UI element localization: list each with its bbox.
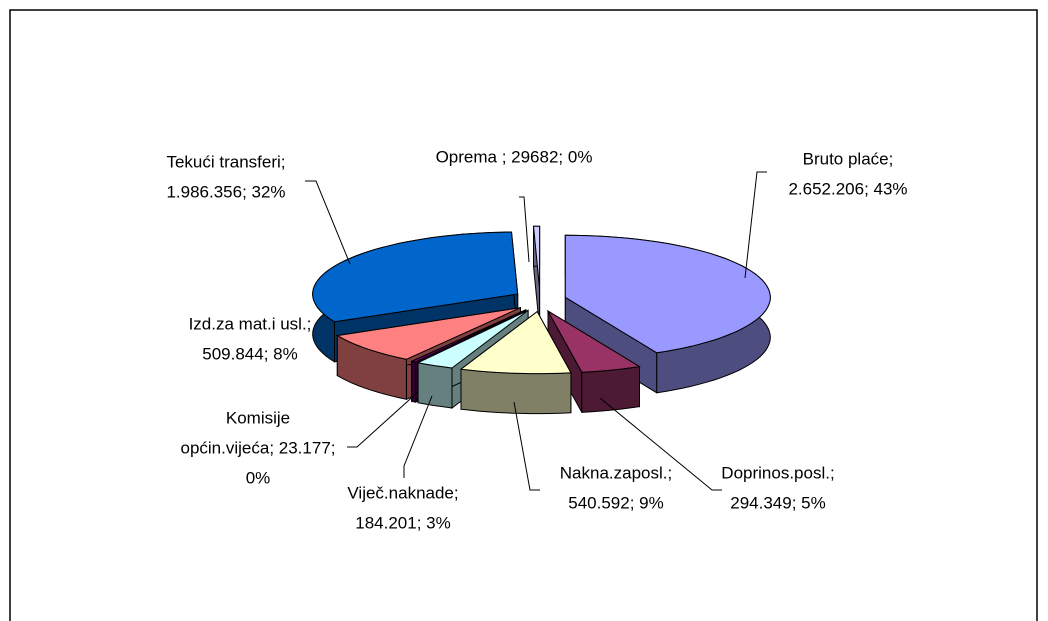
data-label: Oprema ; 29682; 0% (436, 147, 593, 166)
slice-wall (581, 366, 640, 413)
slice-top (410, 309, 527, 363)
leader-line (744, 171, 767, 279)
data-label: Tekući transferi; (166, 152, 285, 171)
leader-line (519, 196, 530, 263)
data-label: 294.349; 5% (730, 493, 825, 512)
slice-top (312, 231, 519, 323)
slice-top (564, 234, 771, 354)
leader-line (403, 395, 433, 478)
data-label: 509.844; 8% (202, 344, 297, 363)
pie-slice (532, 225, 541, 329)
data-label: 184.201; 3% (355, 513, 450, 532)
data-label: 2.652.206; 43% (788, 179, 907, 198)
pie-slice (459, 310, 572, 415)
slice-top (416, 309, 529, 369)
data-label: Izd.za mat.i usl.; (189, 314, 312, 333)
data-label: Bruto plaće; (803, 149, 894, 168)
data-label: Doprinos.posl.; (721, 463, 834, 482)
slice-top (335, 307, 521, 360)
leader-line (513, 401, 540, 491)
data-label: 540.592; 9% (568, 493, 663, 512)
slice-top (532, 225, 541, 289)
data-label: Komisije (226, 408, 290, 427)
slice-top (546, 309, 641, 373)
data-label: općin.vijeća; 23.177; (181, 438, 336, 457)
slice-wall (460, 368, 572, 415)
leader-line (305, 180, 351, 265)
slice-wall (417, 362, 453, 409)
data-label: 0% (246, 468, 271, 487)
data-label: Viječ.naknade; (347, 483, 458, 502)
data-label: 1.986.356; 32% (166, 182, 285, 201)
data-label: Nakna.zaposl.; (560, 463, 672, 482)
leader-line (599, 397, 722, 491)
leader-line (347, 391, 419, 448)
slice-top (459, 310, 572, 375)
